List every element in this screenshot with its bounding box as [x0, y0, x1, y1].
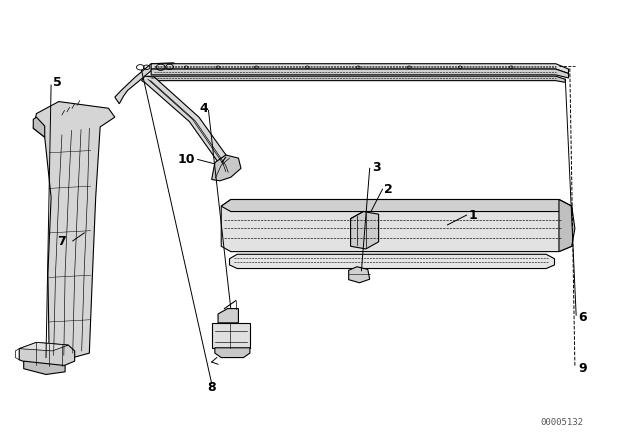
Polygon shape	[218, 309, 239, 323]
Text: 4: 4	[200, 102, 209, 115]
Polygon shape	[212, 155, 241, 181]
Polygon shape	[33, 117, 45, 137]
Polygon shape	[151, 64, 568, 73]
Text: 6: 6	[578, 311, 587, 324]
Polygon shape	[24, 361, 65, 375]
Polygon shape	[148, 76, 565, 82]
Text: 2: 2	[385, 183, 393, 196]
Polygon shape	[151, 69, 568, 78]
Polygon shape	[221, 199, 572, 252]
Text: 7: 7	[58, 235, 67, 248]
Text: 1: 1	[468, 209, 477, 222]
Polygon shape	[221, 199, 572, 211]
Polygon shape	[215, 348, 250, 358]
Polygon shape	[212, 323, 250, 348]
Polygon shape	[19, 342, 68, 351]
Text: 5: 5	[53, 76, 62, 89]
Polygon shape	[559, 199, 575, 252]
Polygon shape	[230, 254, 554, 268]
Polygon shape	[19, 342, 75, 366]
Text: 00005132: 00005132	[541, 418, 584, 426]
Text: 8: 8	[207, 381, 216, 394]
Text: 9: 9	[578, 362, 587, 375]
Polygon shape	[351, 211, 379, 249]
Polygon shape	[349, 267, 370, 283]
Polygon shape	[141, 76, 234, 175]
Text: 10: 10	[177, 153, 195, 166]
Text: 3: 3	[372, 160, 380, 173]
Polygon shape	[33, 102, 115, 361]
Polygon shape	[115, 63, 177, 104]
